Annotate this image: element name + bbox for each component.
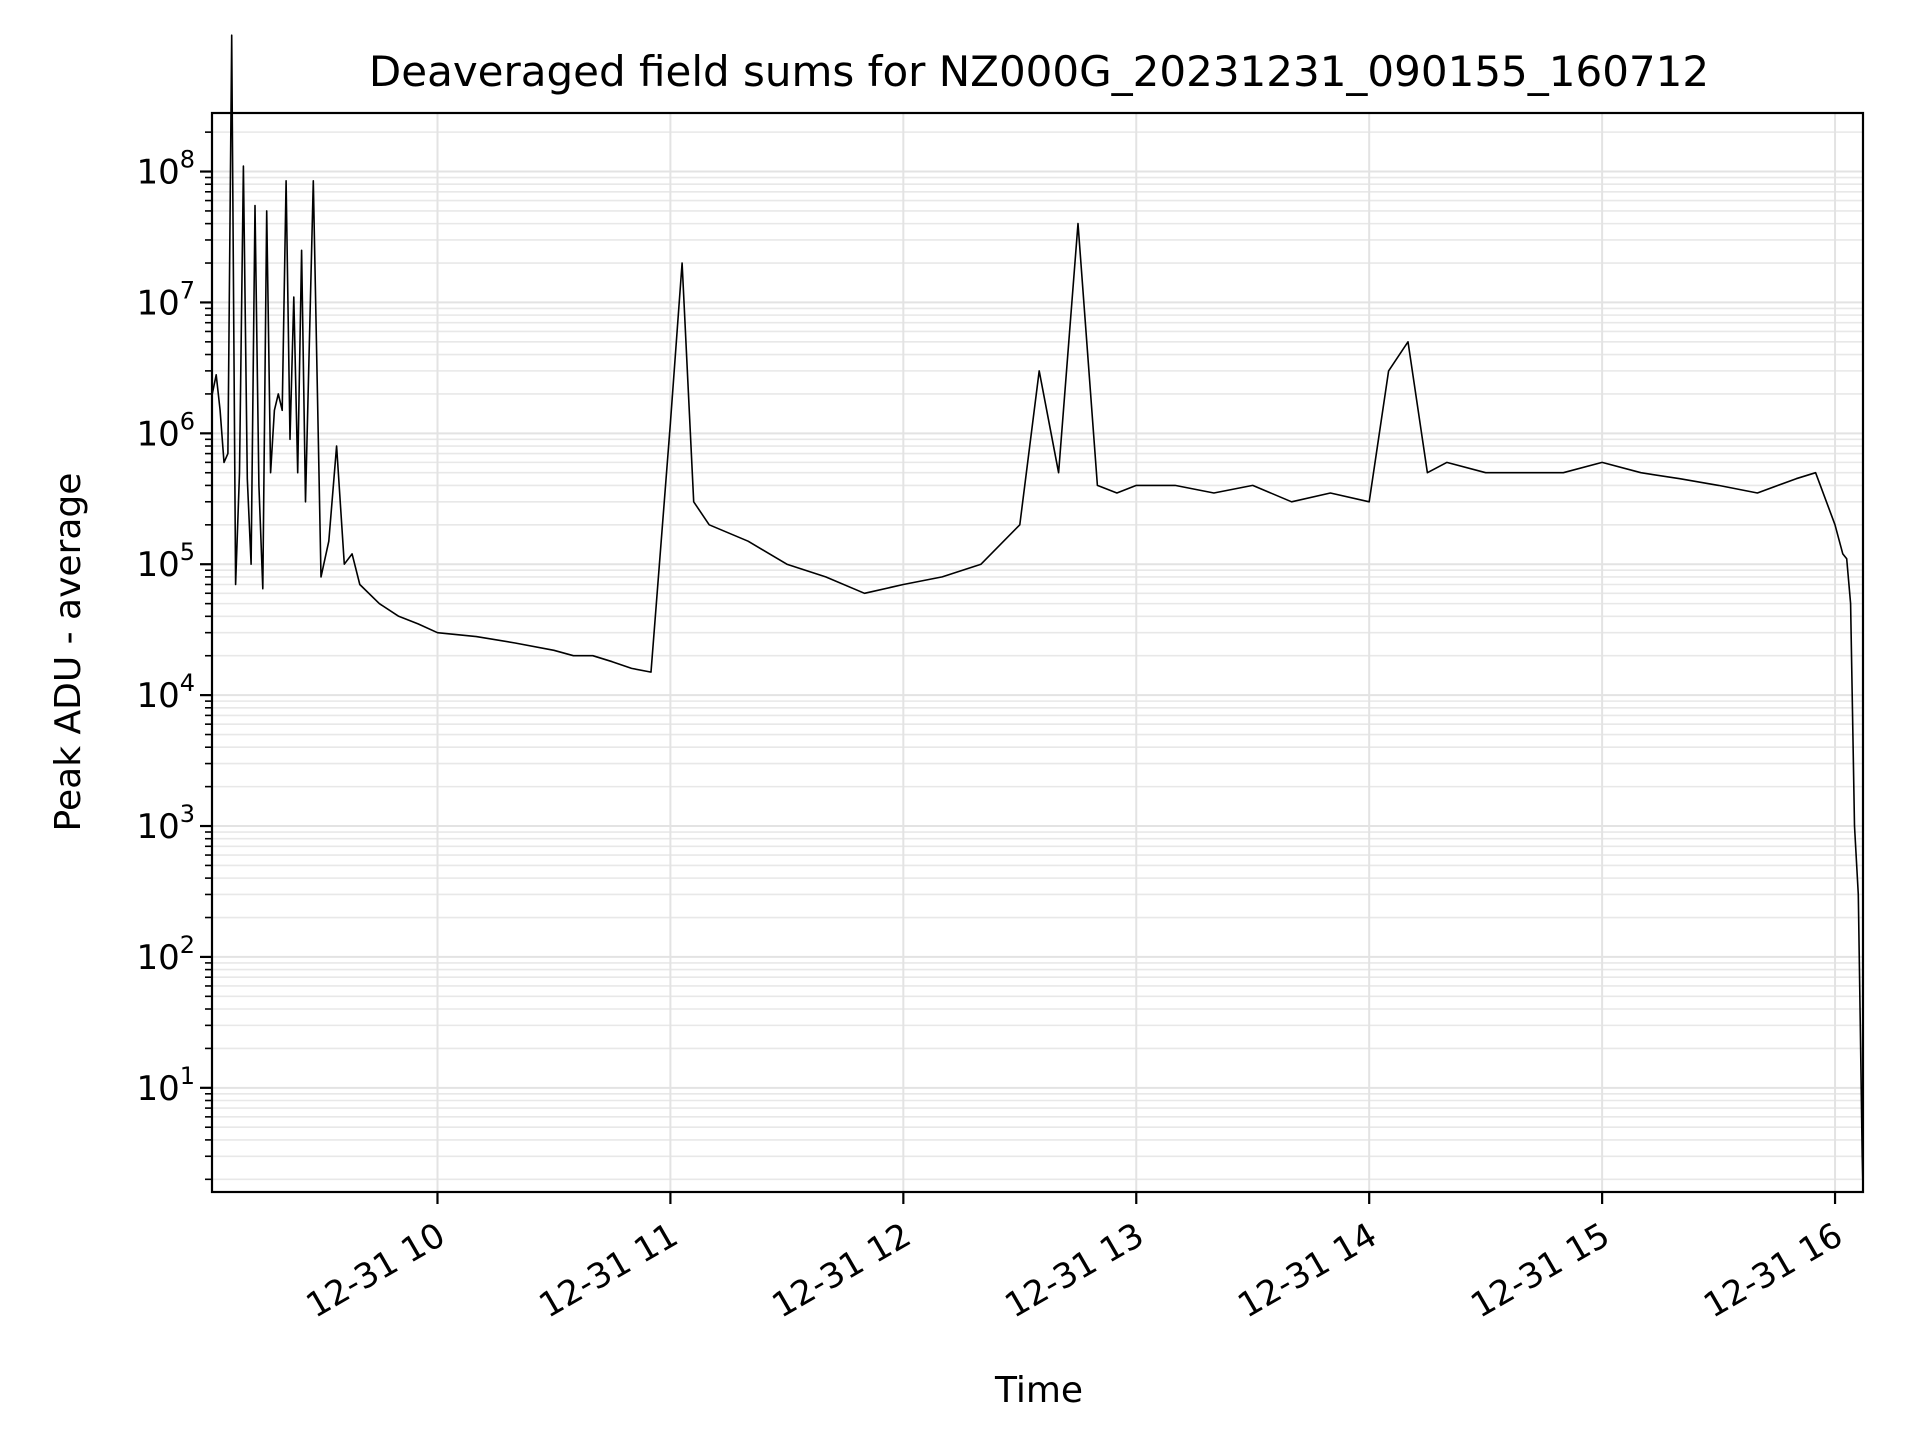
x-tick-label: 12-31 14 bbox=[1231, 1215, 1383, 1326]
y-tick-label: 101 bbox=[136, 1062, 195, 1109]
y-tick-label: 107 bbox=[136, 276, 195, 323]
chart-title: Deaveraged field sums for NZ000G_2023123… bbox=[369, 47, 1709, 96]
y-tick-label: 104 bbox=[136, 669, 195, 716]
x-tick-label: 12-31 11 bbox=[533, 1215, 685, 1326]
y-tick-label: 103 bbox=[136, 800, 195, 847]
x-tick-label: 12-31 15 bbox=[1464, 1215, 1616, 1326]
x-axis-label: Time bbox=[994, 1370, 1083, 1411]
y-axis: 101 102 103 104 105 106 107 108 bbox=[136, 131, 212, 1181]
y-tick-label: 102 bbox=[136, 931, 195, 978]
y-axis-label: Peak ADU - average bbox=[48, 473, 89, 832]
grid bbox=[212, 113, 1863, 1192]
series-line bbox=[211, 34, 1864, 1189]
x-tick-label: 12-31 10 bbox=[300, 1215, 452, 1326]
x-tick-label: 12-31 16 bbox=[1697, 1215, 1849, 1326]
series-layer bbox=[211, 34, 1864, 1189]
x-axis: 12-31 10 12-31 11 12-31 12 12-31 13 12-31 14… bbox=[300, 1192, 1850, 1326]
y-tick-label: 106 bbox=[136, 407, 195, 454]
plot-area-frame bbox=[210, 111, 1865, 1194]
y-tick-label: 105 bbox=[136, 538, 195, 585]
x-tick-label: 12-31 12 bbox=[765, 1215, 917, 1326]
x-tick-label: 12-31 13 bbox=[998, 1215, 1150, 1326]
y-tick-label: 108 bbox=[136, 146, 195, 193]
